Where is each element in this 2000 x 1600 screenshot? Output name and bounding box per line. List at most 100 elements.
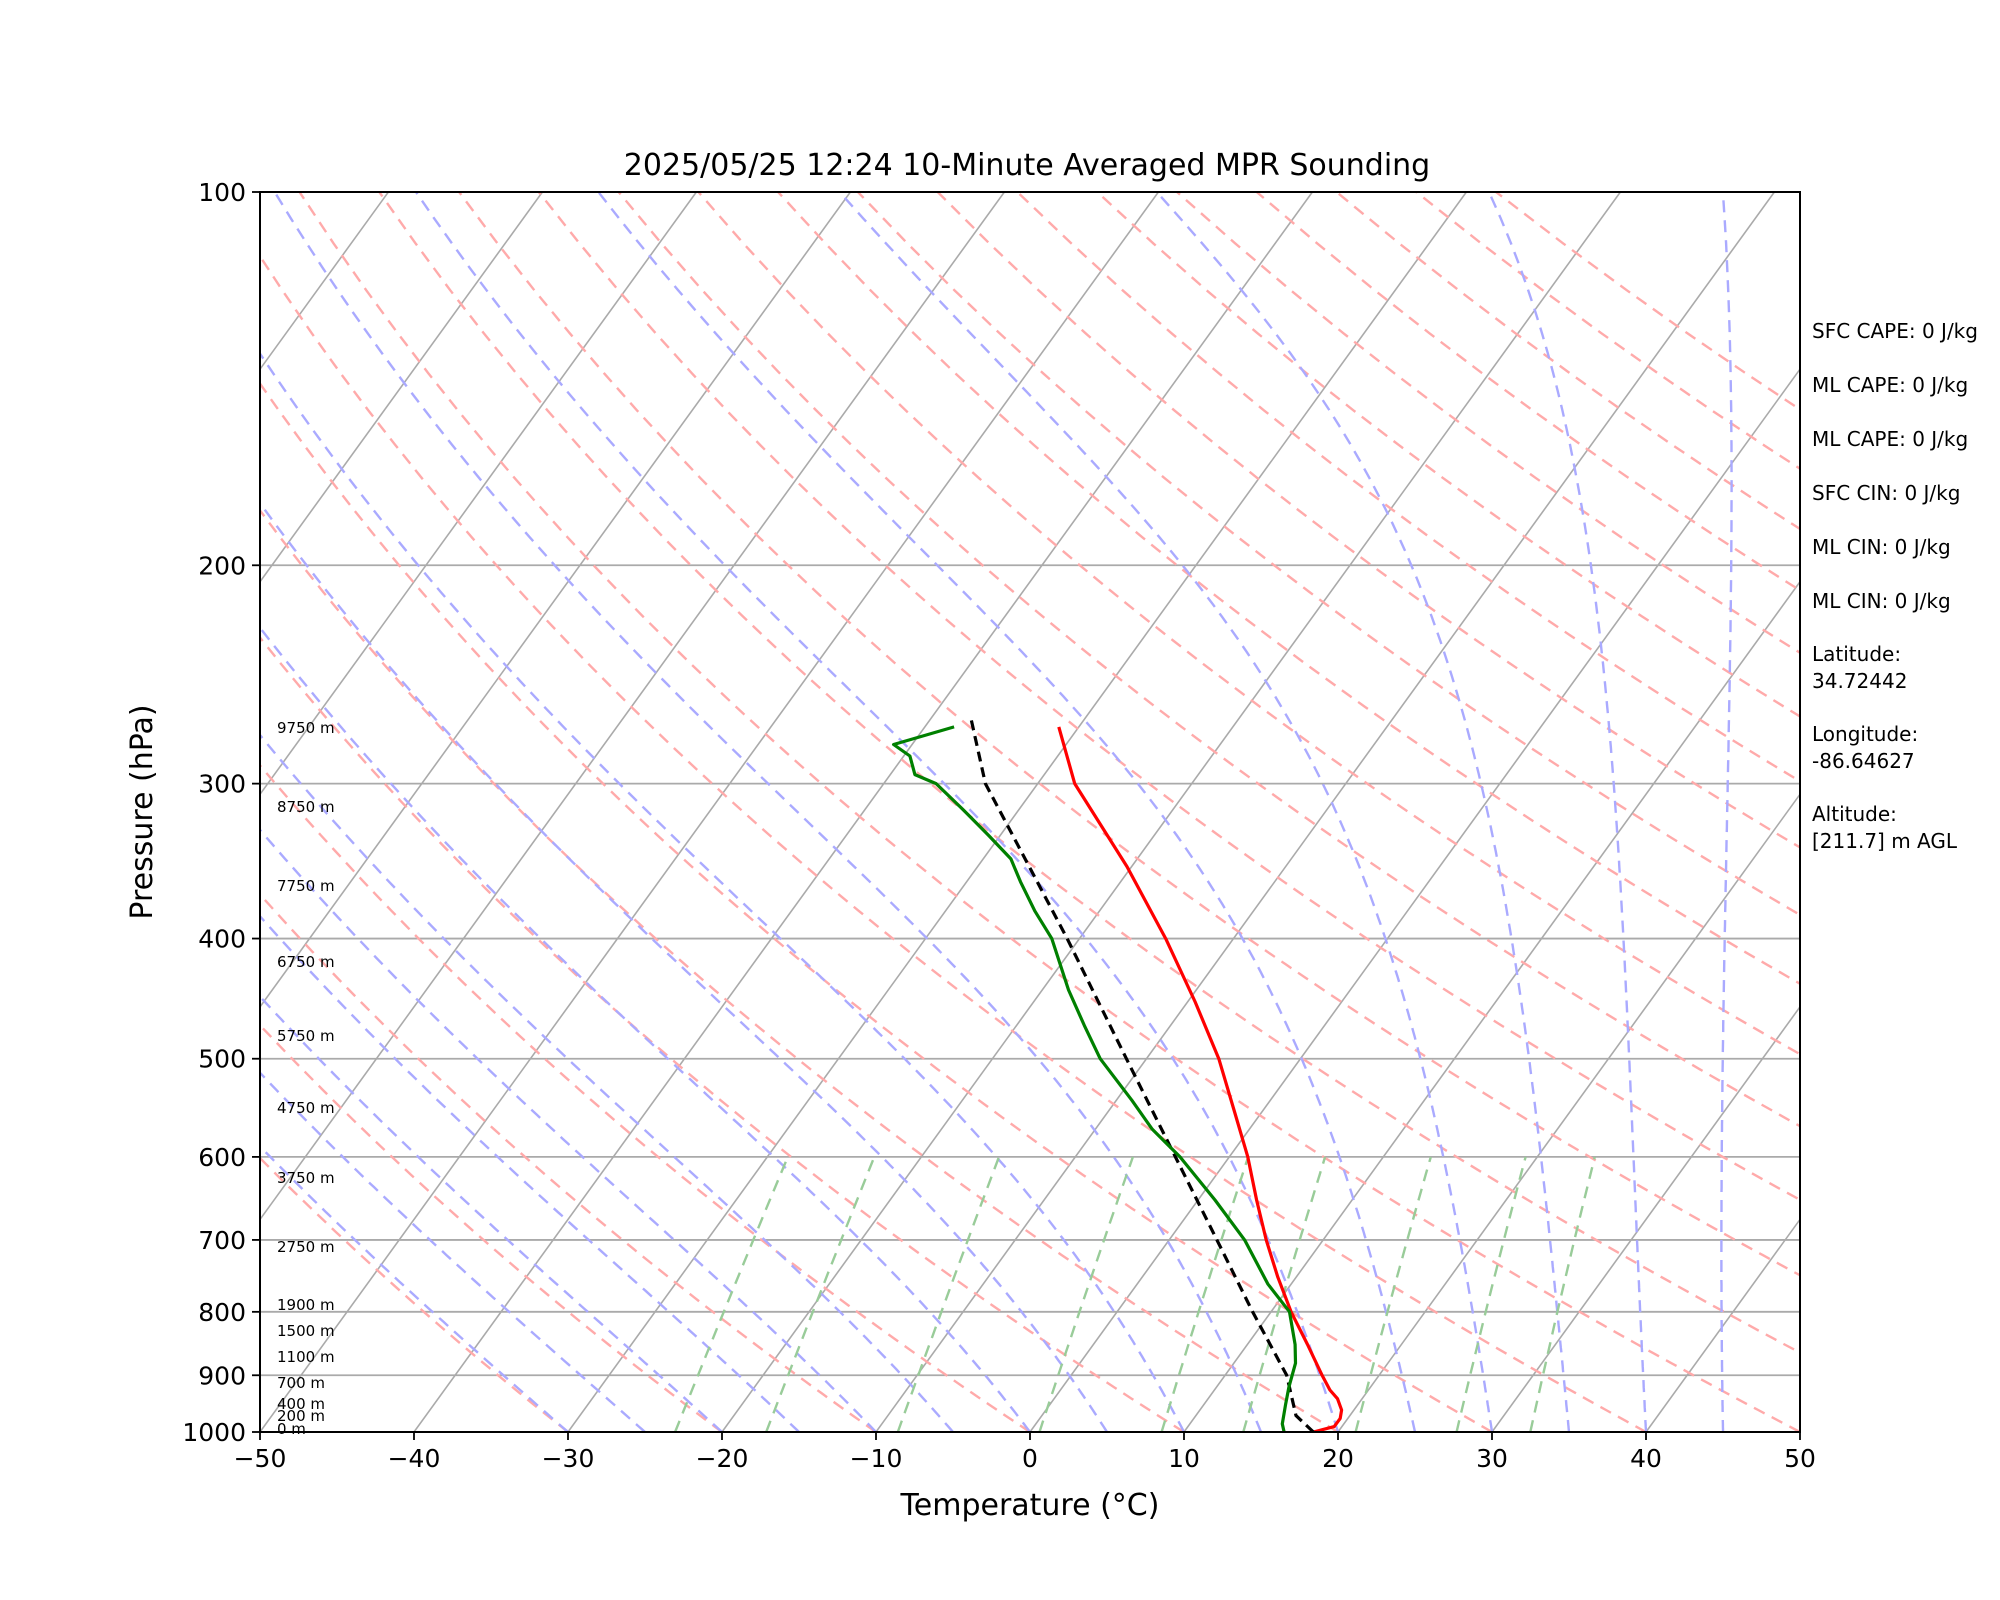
dry-adiabat: [260, 635, 1185, 1432]
parameter-line: ML CIN: 0 J/kg: [1812, 535, 1951, 559]
dry-adiabat: [777, 192, 1800, 986]
moist-adiabat: [260, 828, 877, 1432]
moist-adiabat: [260, 351, 1186, 1432]
height-label: 8750 m: [277, 798, 335, 816]
isotherm-line: [1029, 367, 1800, 1432]
mixing-ratio-line: [1354, 1156, 1432, 1432]
height-label: 2750 m: [277, 1238, 335, 1256]
y-tick-label: 700: [198, 1226, 246, 1255]
moist-adiabat: [260, 501, 1109, 1432]
moist-adiabat: [1155, 192, 1571, 1432]
y-axis: 100 200 300 400 500 600 700 800 900 1000: [182, 178, 260, 1447]
isotherm-line: [1491, 1005, 1800, 1432]
moist-adiabat: [838, 192, 1494, 1432]
dry-adiabat: [298, 192, 1800, 1432]
mixing-ratio-line: [1529, 1156, 1596, 1432]
parameter-line: Latitude:: [1812, 642, 1901, 666]
parameter-line: SFC CIN: 0 J/kg: [1812, 481, 1960, 505]
chart-title: 2025/05/25 12:24 10-Minute Averaged MPR …: [624, 148, 1430, 183]
isotherm-line: [721, 192, 1622, 1432]
y-tick-label: 300: [198, 770, 246, 799]
mixing-ratio-line: [765, 1156, 876, 1432]
series-line-1: [969, 716, 1315, 1432]
x-tick-label: 20: [1322, 1444, 1354, 1473]
y-tick-label: 100: [198, 178, 246, 207]
moist-adiabat: [260, 994, 723, 1432]
y-tick-label: 800: [198, 1298, 246, 1327]
isotherm-line: [260, 192, 1160, 1432]
moist-adiabat: [260, 914, 800, 1432]
mixing-ratio-line: [1038, 1156, 1135, 1432]
dry-adiabat: [537, 192, 1800, 1202]
isotherm-line: [875, 192, 1776, 1432]
dry-adiabat: [617, 192, 1800, 1128]
isotherm-line: [0, 192, 80, 1432]
x-axis-label: Temperature (°C): [900, 1488, 1160, 1523]
isotherm-line: [260, 192, 852, 1009]
height-label: 6750 m: [277, 953, 335, 971]
x-tick-label: −10: [850, 1444, 903, 1473]
dry-adiabat: [260, 1023, 723, 1432]
x-tick-label: 30: [1476, 1444, 1508, 1473]
parameter-line: Altitude:: [1812, 802, 1897, 826]
dry-adiabat: [378, 192, 1800, 1355]
parameter-line: Longitude:: [1812, 722, 1918, 746]
dry-adiabat: [458, 192, 1800, 1277]
isotherm-line: [1337, 792, 1800, 1432]
parameter-panel: SFC CAPE: 0 J/kg ML CAPE: 0 J/kg ML CAPE: …: [1812, 319, 1978, 853]
parameter-line: ML CAPE: 0 J/kg: [1812, 427, 1968, 451]
isotherm-line: [413, 192, 1314, 1432]
height-labels: 9750 m 8750 m 7750 m 6750 m 5750 m 4750 m 3750…: [277, 719, 335, 1438]
series-line-0: [1057, 726, 1344, 1432]
mixing-ratio-line: [896, 1156, 1001, 1432]
parameter-line: ML CIN: 0 J/kg: [1812, 589, 1951, 613]
x-axis: −50 −40 −30 −20 −10 0 10 20 30 40 50: [234, 1432, 1816, 1473]
dry-adiabat: [260, 508, 1339, 1432]
isotherm-line: [1645, 1218, 1800, 1432]
height-label: 9750 m: [277, 719, 335, 737]
height-label: 5750 m: [277, 1027, 335, 1045]
parameter-line: [211.7] m AGL: [1812, 829, 1958, 853]
moist-adiabat: [260, 625, 1031, 1432]
y-tick-label: 1000: [182, 1418, 246, 1447]
x-tick-label: 10: [1168, 1444, 1200, 1473]
parameter-line: ML CAPE: 0 J/kg: [1812, 373, 1968, 397]
height-label: 1500 m: [277, 1322, 335, 1340]
parameter-line: SFC CAPE: 0 J/kg: [1812, 319, 1978, 343]
height-label: 700 m: [277, 1374, 325, 1392]
parameter-line: -86.64627: [1812, 749, 1915, 773]
y-tick-label: 500: [198, 1045, 246, 1074]
x-tick-label: −20: [696, 1444, 749, 1473]
background-lines: [0, 192, 1800, 1432]
isotherm-line: [567, 192, 1468, 1432]
x-tick-label: −30: [542, 1444, 595, 1473]
y-axis-label: Pressure (hPa): [125, 704, 160, 919]
y-tick-label: 900: [198, 1361, 246, 1390]
sounding-traces: [892, 716, 1344, 1432]
height-label: 0 m: [277, 1420, 306, 1438]
height-label: 7750 m: [277, 877, 335, 895]
moist-adiabat: [597, 192, 1417, 1432]
moist-adiabat: [260, 733, 954, 1432]
x-tick-label: −40: [388, 1444, 441, 1473]
x-tick-label: 40: [1630, 1444, 1662, 1473]
mixing-ratio-line: [673, 1156, 789, 1432]
mixing-ratio-line: [1160, 1156, 1250, 1432]
height-label: 1900 m: [277, 1296, 335, 1314]
dry-adiabat: [260, 254, 1647, 1432]
series-line-2: [892, 725, 1298, 1432]
plot-frame: [259, 191, 1801, 1433]
y-tick-label: 600: [198, 1143, 246, 1172]
mixing-ratio-line: [1455, 1156, 1527, 1432]
isotherm-line: [1183, 580, 1800, 1432]
moist-adiabat: [273, 192, 1263, 1432]
parameter-line: 34.72442: [1812, 669, 1907, 693]
dry-adiabat: [936, 192, 1800, 849]
isotherm-line: [260, 192, 698, 796]
x-tick-label: 50: [1784, 1444, 1816, 1473]
height-label: 400 m: [277, 1395, 325, 1413]
height-label: 1100 m: [277, 1348, 335, 1366]
isotherm-line: [260, 192, 544, 584]
height-label: 3750 m: [277, 1169, 335, 1187]
